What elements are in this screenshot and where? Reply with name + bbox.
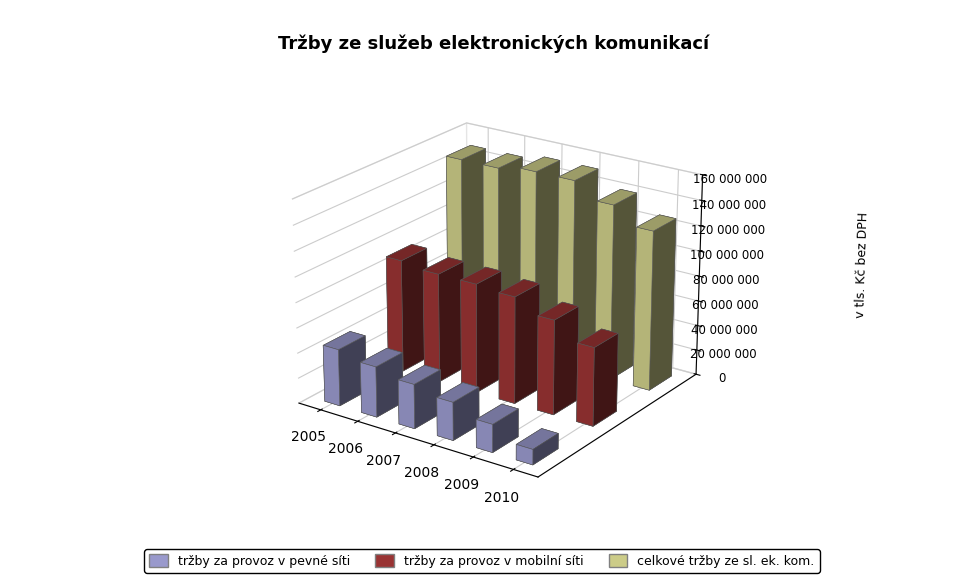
Title: Tržby ze služeb elektronických komunikací: Tržby ze služeb elektronických komunikac… <box>279 35 710 53</box>
Legend: tržby za provoz v pevné síti, tržby za provoz v mobilní síti, celkové tržby ze s: tržby za provoz v pevné síti, tržby za p… <box>145 549 819 573</box>
